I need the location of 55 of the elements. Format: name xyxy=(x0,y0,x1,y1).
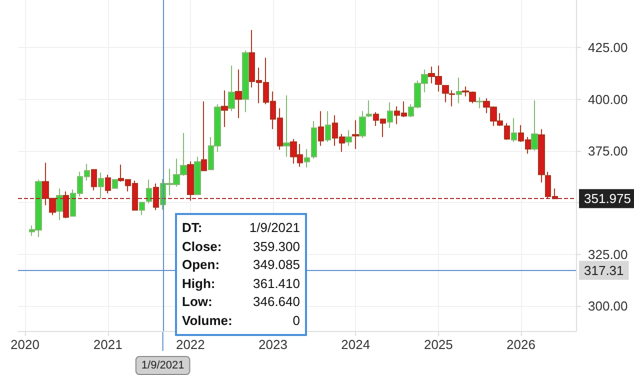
candlestick xyxy=(201,100,207,172)
candlestick xyxy=(304,148,310,168)
candlestick xyxy=(112,179,118,189)
candlestick xyxy=(63,190,69,219)
text: Close: 359.300 xyxy=(182,238,300,254)
x-tick-label: 2026 xyxy=(506,337,536,352)
candlestick xyxy=(345,130,352,146)
candlestick xyxy=(49,198,56,216)
candlestick xyxy=(235,69,242,119)
text: Volume: 0 xyxy=(182,312,300,328)
candlestick xyxy=(476,96,483,109)
x-tick-label: 2022 xyxy=(176,337,205,352)
y-tick-label: 400.00 xyxy=(588,92,628,107)
candlestick xyxy=(283,94,290,158)
candlestick xyxy=(228,65,235,112)
candlestick xyxy=(221,90,228,128)
candlestick xyxy=(105,174,111,194)
candlestick xyxy=(325,110,331,142)
ref-line-label: 317.31 xyxy=(584,262,624,278)
candlestick xyxy=(511,118,517,142)
candlestick xyxy=(387,102,393,129)
candlestick xyxy=(318,110,324,146)
candlestick xyxy=(98,172,104,199)
y-tick-label: 300.00 xyxy=(588,298,628,314)
candlestick xyxy=(194,156,201,195)
candlestick xyxy=(504,122,510,140)
candlestick xyxy=(311,120,317,160)
candlestick xyxy=(352,120,359,150)
candlestick xyxy=(531,100,538,152)
candlestick xyxy=(42,162,49,206)
text: High: 361.410 xyxy=(182,276,300,290)
x-tick-label: 2020 xyxy=(10,337,40,352)
x-tick-label: 2021 xyxy=(93,337,122,352)
candlestick xyxy=(456,77,462,104)
candlestick xyxy=(153,183,159,211)
x-tick-label: 2023 xyxy=(258,337,288,352)
candlestick xyxy=(56,188,63,221)
candlestick xyxy=(91,169,97,191)
x-tick-label: 2025 xyxy=(424,337,453,352)
x-tick-label: 2024 xyxy=(341,337,370,352)
candlestick xyxy=(538,128,545,183)
text: DT: 1/9/2021 xyxy=(182,220,300,235)
text: Low: 346.640 xyxy=(182,294,300,309)
candlestick xyxy=(366,100,372,118)
candlestick xyxy=(359,110,366,138)
y-tick-label: 325.00 xyxy=(588,246,628,262)
y-tick-label: 425.00 xyxy=(588,40,628,56)
candlestick xyxy=(146,179,152,204)
candlestick xyxy=(139,202,145,216)
ref-line-label: 351.975 xyxy=(584,191,631,206)
y-tick-label: 375.00 xyxy=(588,144,628,159)
text: Open: 349.085 xyxy=(182,257,300,272)
candlestick xyxy=(242,50,249,113)
ref-line-label: 1/9/2021 xyxy=(141,360,184,372)
candlestick xyxy=(187,160,194,202)
